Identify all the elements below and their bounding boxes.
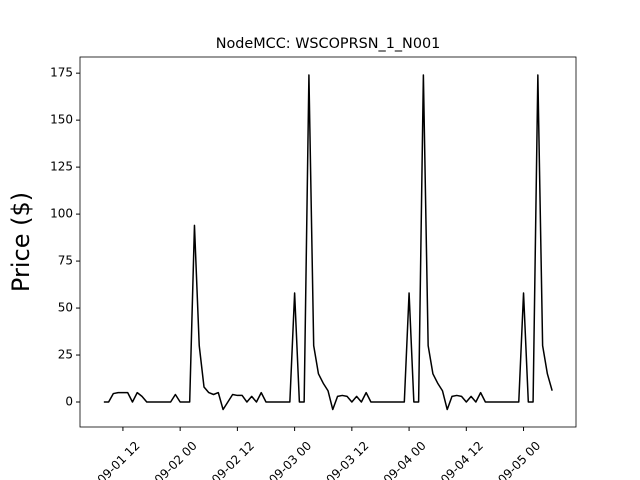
y-tick-label: 0 bbox=[65, 395, 73, 409]
line-series bbox=[103, 74, 553, 411]
y-tick-label: 125 bbox=[50, 160, 73, 174]
y-tick-label: 50 bbox=[58, 301, 73, 315]
y-axis-label: Price ($) bbox=[7, 192, 35, 292]
chart-title: NodeMCC: WSCOPRSN_1_N001 bbox=[216, 36, 441, 52]
y-tick-label: 75 bbox=[58, 254, 73, 268]
y-tick-label: 25 bbox=[58, 348, 73, 362]
plot-frame bbox=[79, 56, 577, 428]
y-tick-label: 175 bbox=[50, 66, 73, 80]
y-tick-label: 100 bbox=[50, 207, 73, 221]
y-tick-label: 150 bbox=[50, 113, 73, 127]
